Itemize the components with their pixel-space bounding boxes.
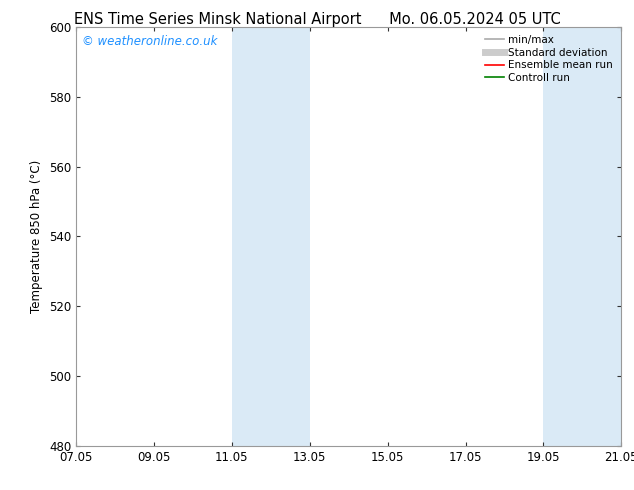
Bar [543, 27, 621, 446]
Legend: min/max, Standard deviation, Ensemble mean run, Controll run: min/max, Standard deviation, Ensemble me… [482, 32, 616, 86]
Text: ENS Time Series Minsk National Airport      Mo. 06.05.2024 05 UTC: ENS Time Series Minsk National Airport M… [74, 12, 560, 27]
Bar [232, 27, 310, 446]
Text: © weatheronline.co.uk: © weatheronline.co.uk [82, 35, 217, 49]
Y-axis label: Temperature 850 hPa (°C): Temperature 850 hPa (°C) [30, 160, 43, 313]
